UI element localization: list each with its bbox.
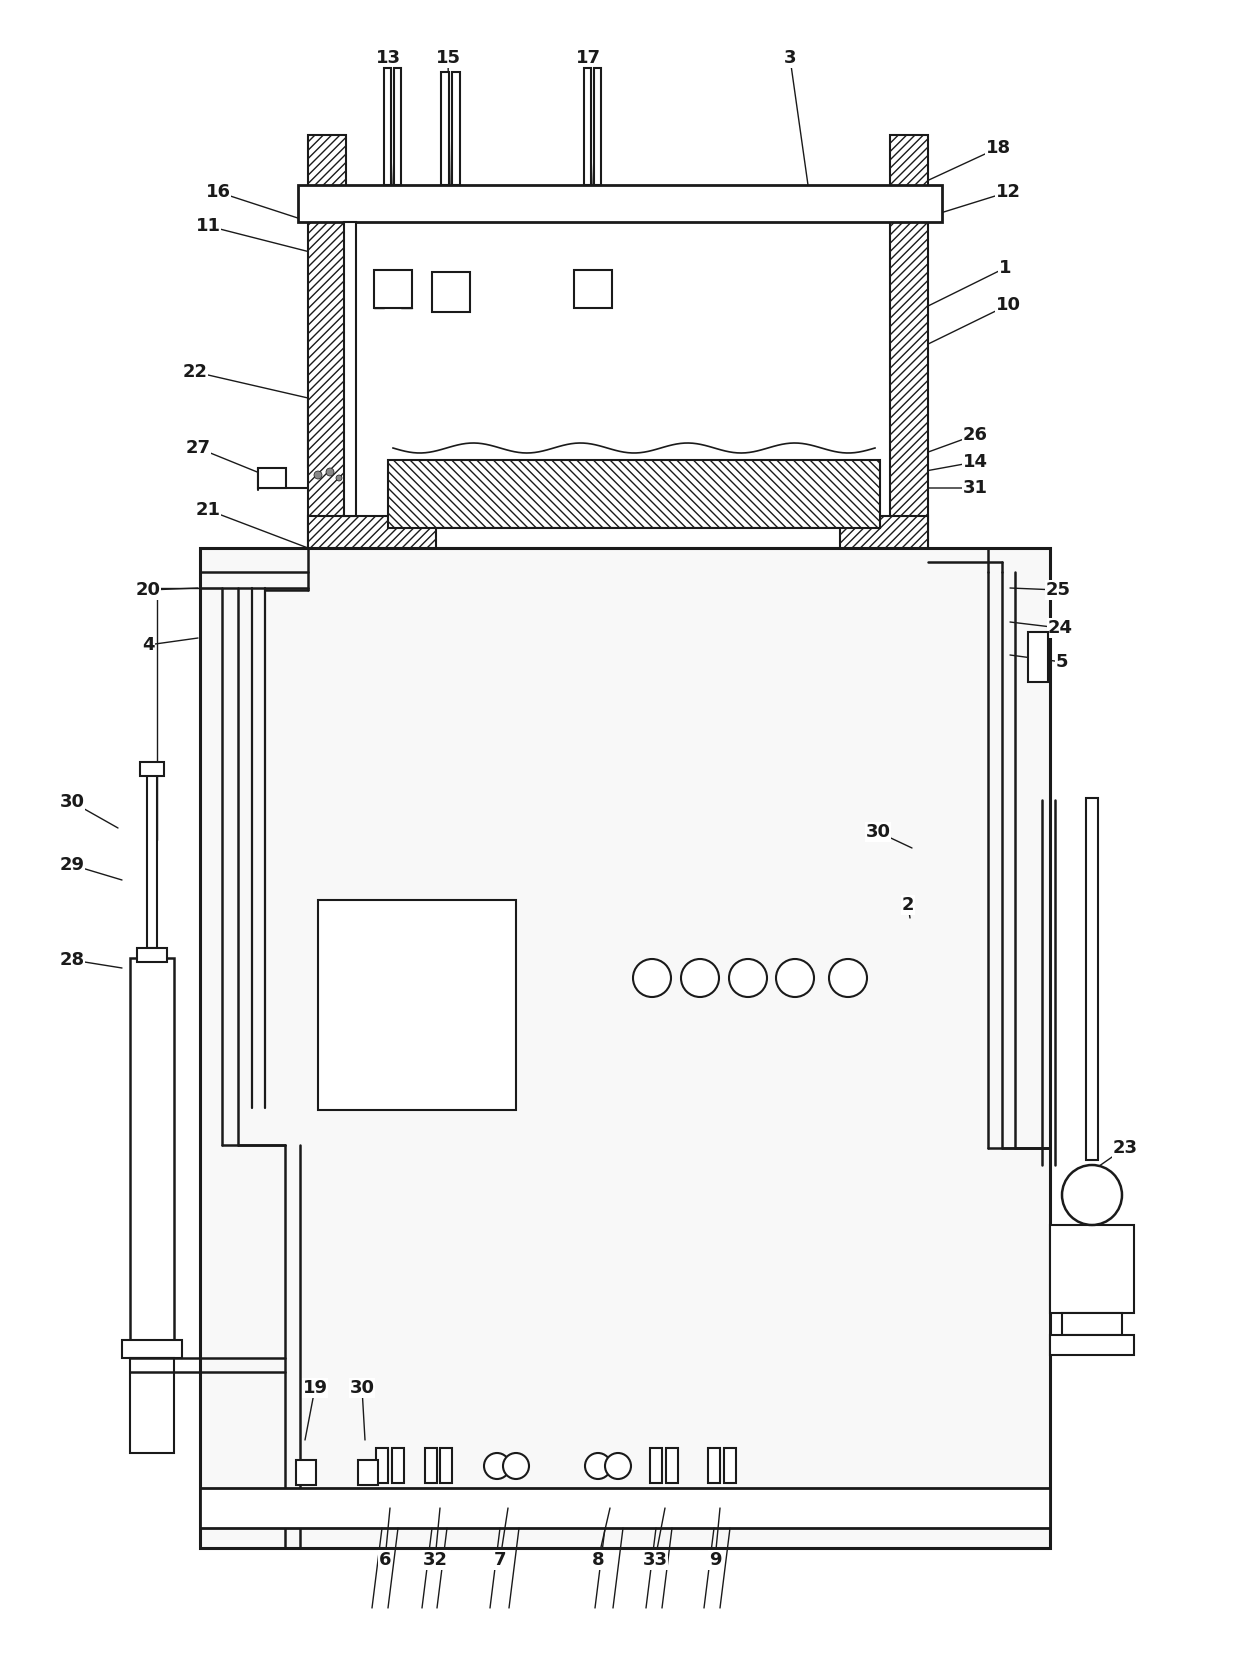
Text: 32: 32	[423, 1551, 448, 1569]
Circle shape	[1061, 1165, 1122, 1224]
Circle shape	[632, 959, 671, 997]
Text: 31: 31	[962, 479, 987, 498]
Bar	[453, 71, 460, 186]
Bar	[346, 222, 890, 516]
Circle shape	[484, 1453, 510, 1480]
Bar	[584, 68, 591, 186]
Text: 18: 18	[986, 139, 1011, 158]
Text: 30: 30	[60, 793, 84, 811]
Bar	[441, 71, 449, 186]
Bar	[258, 468, 286, 488]
Bar	[130, 1359, 174, 1453]
Circle shape	[776, 959, 813, 997]
Bar	[343, 222, 356, 516]
Text: 33: 33	[642, 1551, 667, 1569]
Text: 4: 4	[141, 635, 154, 654]
Text: 8: 8	[591, 1551, 604, 1569]
Text: 16: 16	[206, 182, 231, 201]
Circle shape	[336, 474, 342, 481]
Circle shape	[326, 468, 334, 476]
Text: 21: 21	[196, 501, 221, 519]
Bar	[122, 1340, 182, 1359]
Text: 14: 14	[962, 453, 987, 471]
Bar	[140, 761, 164, 776]
Circle shape	[314, 471, 322, 479]
Bar	[148, 775, 157, 947]
Text: 19: 19	[303, 1379, 327, 1397]
Bar	[890, 134, 928, 547]
Bar	[136, 947, 167, 962]
Text: 28: 28	[60, 951, 84, 969]
Bar	[130, 957, 174, 1340]
Text: 30: 30	[866, 823, 890, 841]
Text: 29: 29	[60, 856, 84, 874]
Bar	[1028, 632, 1048, 682]
Text: 13: 13	[376, 50, 401, 66]
Bar	[666, 1448, 678, 1483]
Bar	[436, 528, 839, 547]
Bar	[388, 460, 880, 528]
Bar	[298, 186, 942, 222]
Circle shape	[729, 959, 768, 997]
Bar	[440, 1448, 453, 1483]
Bar	[392, 1448, 404, 1483]
Text: 7: 7	[494, 1551, 506, 1569]
Bar	[200, 547, 1050, 1548]
Bar	[432, 272, 470, 312]
Bar	[374, 270, 412, 309]
Bar	[1086, 798, 1097, 1160]
Bar	[425, 1448, 436, 1483]
Text: 9: 9	[709, 1551, 722, 1569]
Bar	[708, 1448, 720, 1483]
Text: 1: 1	[998, 259, 1012, 277]
Text: 10: 10	[996, 295, 1021, 314]
Text: 25: 25	[1045, 581, 1070, 599]
Bar	[358, 1460, 378, 1485]
Bar	[1050, 1335, 1135, 1355]
Circle shape	[503, 1453, 529, 1480]
Bar	[200, 1488, 1050, 1528]
Bar	[574, 270, 613, 309]
Text: 2: 2	[901, 896, 914, 914]
Text: 23: 23	[1112, 1140, 1137, 1156]
Circle shape	[585, 1453, 611, 1480]
Text: 3: 3	[784, 50, 796, 66]
Bar	[394, 68, 401, 186]
Text: 22: 22	[182, 363, 207, 382]
Text: 15: 15	[435, 50, 460, 66]
Text: 20: 20	[135, 581, 160, 599]
Bar	[308, 134, 346, 547]
Text: 12: 12	[996, 182, 1021, 201]
Text: 5: 5	[1055, 654, 1068, 670]
Bar	[317, 899, 516, 1110]
Bar	[308, 516, 928, 547]
Bar	[1050, 1224, 1135, 1312]
Circle shape	[830, 959, 867, 997]
Circle shape	[681, 959, 719, 997]
Text: 6: 6	[378, 1551, 392, 1569]
Text: 11: 11	[196, 217, 221, 236]
Text: 27: 27	[186, 440, 211, 456]
Bar	[376, 1448, 388, 1483]
Text: 24: 24	[1048, 619, 1073, 637]
Bar	[296, 1460, 316, 1485]
Text: 30: 30	[350, 1379, 374, 1397]
Text: 17: 17	[575, 50, 600, 66]
Bar	[1061, 1312, 1122, 1335]
Bar	[650, 1448, 662, 1483]
Bar	[384, 68, 391, 186]
Bar	[724, 1448, 737, 1483]
Circle shape	[605, 1453, 631, 1480]
Bar	[594, 68, 601, 186]
Text: 26: 26	[962, 426, 987, 445]
